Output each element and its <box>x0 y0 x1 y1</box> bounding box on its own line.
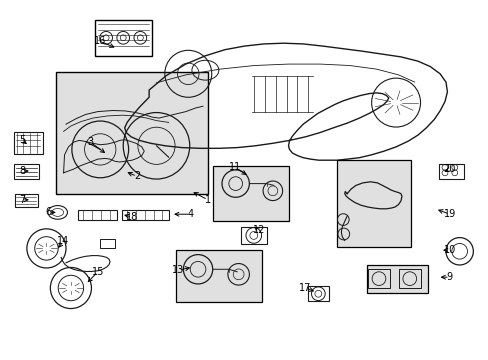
Text: 16: 16 <box>94 36 106 46</box>
Text: 10: 10 <box>443 245 455 255</box>
Text: 9: 9 <box>446 272 452 282</box>
Text: 14: 14 <box>57 236 70 246</box>
Text: 11: 11 <box>228 162 241 172</box>
Text: 12: 12 <box>252 225 265 235</box>
Bar <box>240 227 267 244</box>
Text: 17: 17 <box>299 283 311 293</box>
Text: 6: 6 <box>46 207 52 217</box>
Bar <box>176 250 261 302</box>
Text: 5: 5 <box>19 135 25 145</box>
Text: 13: 13 <box>172 265 184 275</box>
Bar <box>398 269 420 288</box>
Text: 18: 18 <box>125 212 138 222</box>
Bar <box>14 132 43 154</box>
Bar <box>438 164 463 179</box>
Text: 19: 19 <box>443 209 455 219</box>
Bar <box>95 20 151 56</box>
Text: 3: 3 <box>87 137 93 147</box>
Text: 4: 4 <box>187 209 193 219</box>
Text: 7: 7 <box>19 195 25 205</box>
Bar <box>15 194 38 207</box>
Text: 15: 15 <box>91 267 104 277</box>
Bar <box>14 164 39 179</box>
Bar <box>122 210 168 220</box>
Bar <box>337 160 410 247</box>
Text: 20: 20 <box>443 164 455 174</box>
Text: 2: 2 <box>134 171 140 181</box>
Bar <box>100 239 115 248</box>
Bar <box>212 166 288 221</box>
Bar <box>307 286 328 301</box>
Text: 8: 8 <box>19 166 25 176</box>
Bar <box>366 265 427 293</box>
Text: 1: 1 <box>204 195 210 205</box>
Bar <box>367 269 389 288</box>
Bar <box>56 72 207 194</box>
Bar <box>78 210 117 220</box>
